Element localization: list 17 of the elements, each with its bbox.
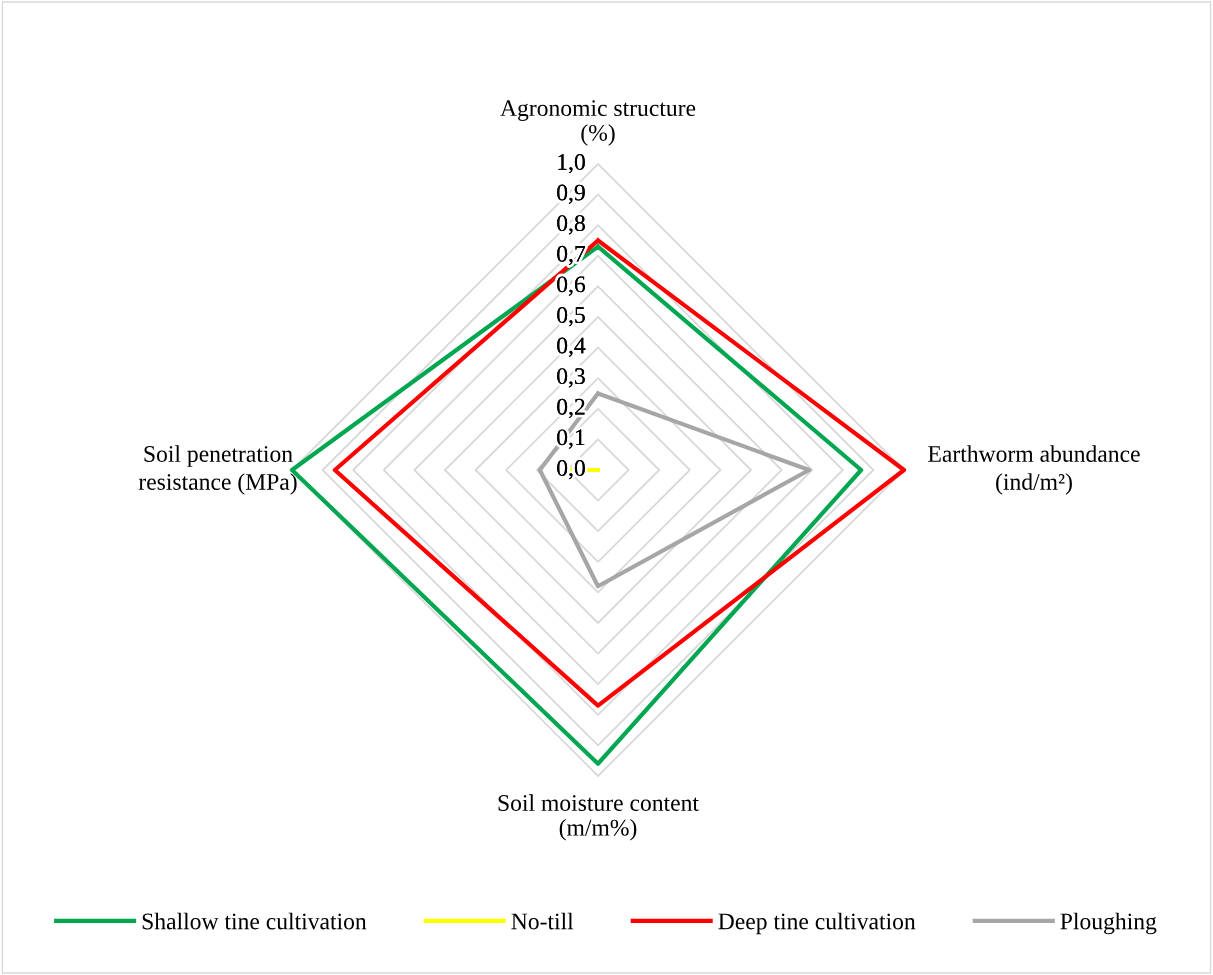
y-tick-label: 0,5 [557,306,585,327]
legend-label: Ploughing [1060,912,1157,935]
y-tick-label: 0,2 [557,398,585,419]
y-tick-label: 0,6 [557,276,586,296]
legend-label: Deep tine cultivation [718,912,916,935]
y-tick-label: 0,1 [557,429,585,449]
y-tick-label: 0,8 [557,215,585,235]
y-tick-label: 0,9 [557,184,585,204]
spoke-label: Soil moisture content (m/m%) [498,794,699,841]
y-tick-label: 1,0 [558,153,585,174]
legend-label: Shallow tine cultivation [142,912,367,930]
y-tick-label: 0,3 [557,368,585,388]
spoke-label: Soil penetration resistance (MPa) [138,445,297,495]
legend-label: No-till [511,912,574,930]
spoke-label: Agronomic structure (%) [500,100,696,146]
spoke-label: Earthworm abundance (ind/m²) [928,445,1140,495]
y-tick-label: 0,4 [557,337,586,357]
